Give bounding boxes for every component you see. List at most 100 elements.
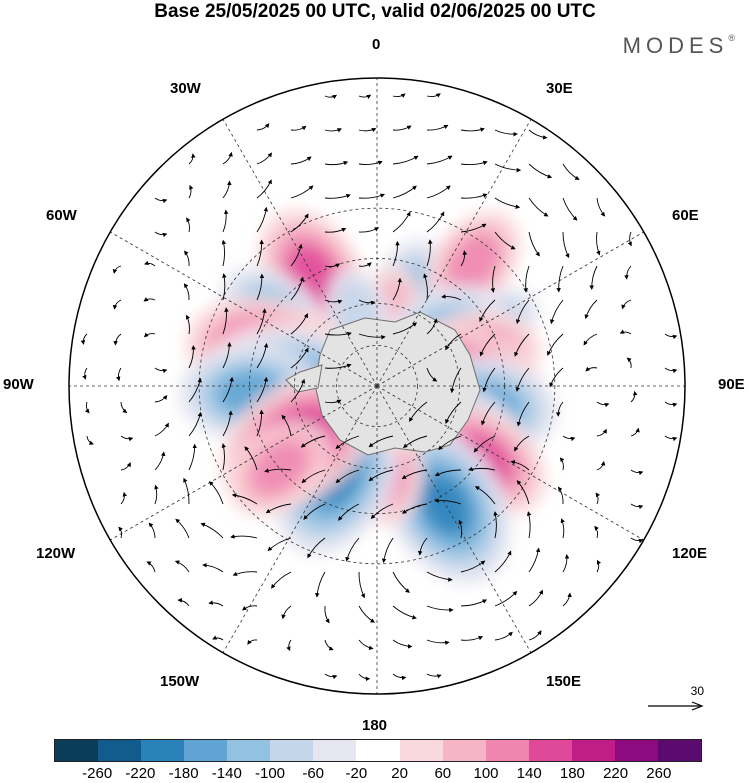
wind-arrow	[458, 519, 463, 539]
wind-arrow	[460, 560, 486, 573]
latitude-circle	[198, 207, 556, 565]
wind-arrow	[626, 357, 632, 369]
wind-arrow	[368, 435, 394, 448]
wind-arrow	[392, 639, 413, 649]
wind-arrow	[562, 231, 570, 259]
wind-arrow	[358, 227, 380, 233]
wind-arrow	[175, 518, 190, 539]
wind-arrow	[528, 547, 541, 573]
wind-arrow	[426, 124, 449, 131]
wind-arrow	[445, 333, 462, 351]
colorbar-swatch	[184, 740, 228, 761]
colorbar-tick-label: -60	[302, 765, 325, 782]
wind-arrow	[358, 193, 385, 199]
wind-arrow	[338, 503, 360, 521]
wind-arrow	[154, 451, 166, 471]
colorbar-swatch	[270, 740, 314, 761]
brand-logo: MODES®	[623, 33, 735, 59]
wind-arrow	[449, 367, 462, 394]
wind-arrow	[208, 481, 224, 505]
wind-arrow	[84, 401, 90, 414]
wind-arrow	[596, 197, 606, 217]
wind-arrow	[86, 435, 94, 445]
wind-arrow	[154, 394, 168, 403]
wind-arrow	[494, 590, 518, 607]
wind-arrow	[562, 435, 576, 442]
lon-label-60e: 60E	[672, 207, 699, 224]
wind-arrow	[392, 673, 407, 681]
wind-arrow	[426, 185, 451, 199]
wind-arrow	[562, 197, 578, 221]
latitude-circle	[294, 303, 460, 469]
wind-arrow	[154, 197, 168, 204]
wind-arrow	[514, 333, 530, 357]
wind-arrow	[154, 422, 169, 437]
wind-arrow	[120, 435, 134, 442]
wind-arrow	[426, 239, 433, 267]
wind-arrow	[300, 435, 326, 448]
colorbar-swatch	[141, 740, 185, 761]
colorbar-tick-label: 140	[516, 765, 542, 782]
wind-arrow	[247, 639, 258, 645]
wind-arrow	[112, 265, 122, 274]
wind-arrow	[301, 469, 326, 484]
wind-arrow	[516, 480, 530, 505]
colorbar-swatch	[657, 740, 701, 761]
lon-label-150w: 150W	[160, 673, 200, 690]
wind-arrow	[324, 331, 352, 337]
wind-arrow	[630, 390, 638, 403]
wind-arrow	[303, 503, 326, 520]
wind-arrow	[494, 550, 512, 573]
wind-arrow	[392, 93, 406, 98]
wind-arrow	[438, 435, 462, 451]
wind-arrow	[345, 537, 360, 562]
colorbar-swatch	[442, 740, 486, 761]
wind-arrow	[392, 571, 410, 593]
wind-arrow	[664, 401, 678, 408]
wind-arrow	[358, 128, 377, 133]
wind-arrow	[208, 600, 224, 607]
wind-arrow	[547, 333, 564, 356]
wind-arrow	[490, 265, 496, 293]
wind-arrow	[231, 493, 258, 505]
wind-arrow	[595, 492, 600, 505]
wind-arrow	[146, 561, 156, 573]
wind-arrow	[177, 598, 190, 607]
lon-label-120w: 120W	[36, 545, 76, 562]
wind-arrow	[324, 128, 342, 133]
wind-arrow	[556, 265, 564, 293]
wind-arrow	[392, 277, 403, 301]
wind-arrow	[118, 526, 123, 539]
reference-vector-arrow	[648, 701, 704, 711]
wind-arrow	[143, 297, 156, 302]
wind-arrow	[256, 239, 264, 267]
wind-arrow	[515, 367, 530, 392]
wind-arrow	[290, 313, 308, 335]
antarctica-landmass	[285, 311, 481, 456]
lon-label-0: 0	[372, 36, 381, 53]
wind-arrow	[188, 153, 196, 165]
wind-arrow	[324, 299, 343, 304]
map-title: Base 25/05/2025 00 UTC, valid 02/06/2025…	[154, 1, 596, 22]
wind-arrow	[358, 571, 365, 599]
wind-arrow	[271, 571, 292, 589]
wind-arrow	[426, 571, 453, 582]
wind-arrow	[479, 299, 496, 322]
wind-arrow	[267, 537, 292, 552]
wind-arrow	[324, 399, 342, 404]
wind-arrow	[222, 410, 233, 437]
wind-arrow	[222, 307, 229, 335]
lon-label-120e: 120E	[672, 545, 708, 562]
colorbar-swatch	[55, 740, 99, 761]
colorbar-tick-label: -260	[82, 765, 113, 782]
wind-arrow	[290, 347, 309, 369]
colorbar-swatch	[614, 740, 658, 761]
wind-arrow	[212, 635, 224, 641]
wind-arrow	[559, 457, 565, 471]
wind-arrow	[493, 511, 498, 539]
wind-arrow	[256, 123, 270, 131]
wind-arrow	[562, 592, 572, 607]
wind-arrow	[664, 367, 678, 374]
wind-arrow	[154, 231, 168, 238]
